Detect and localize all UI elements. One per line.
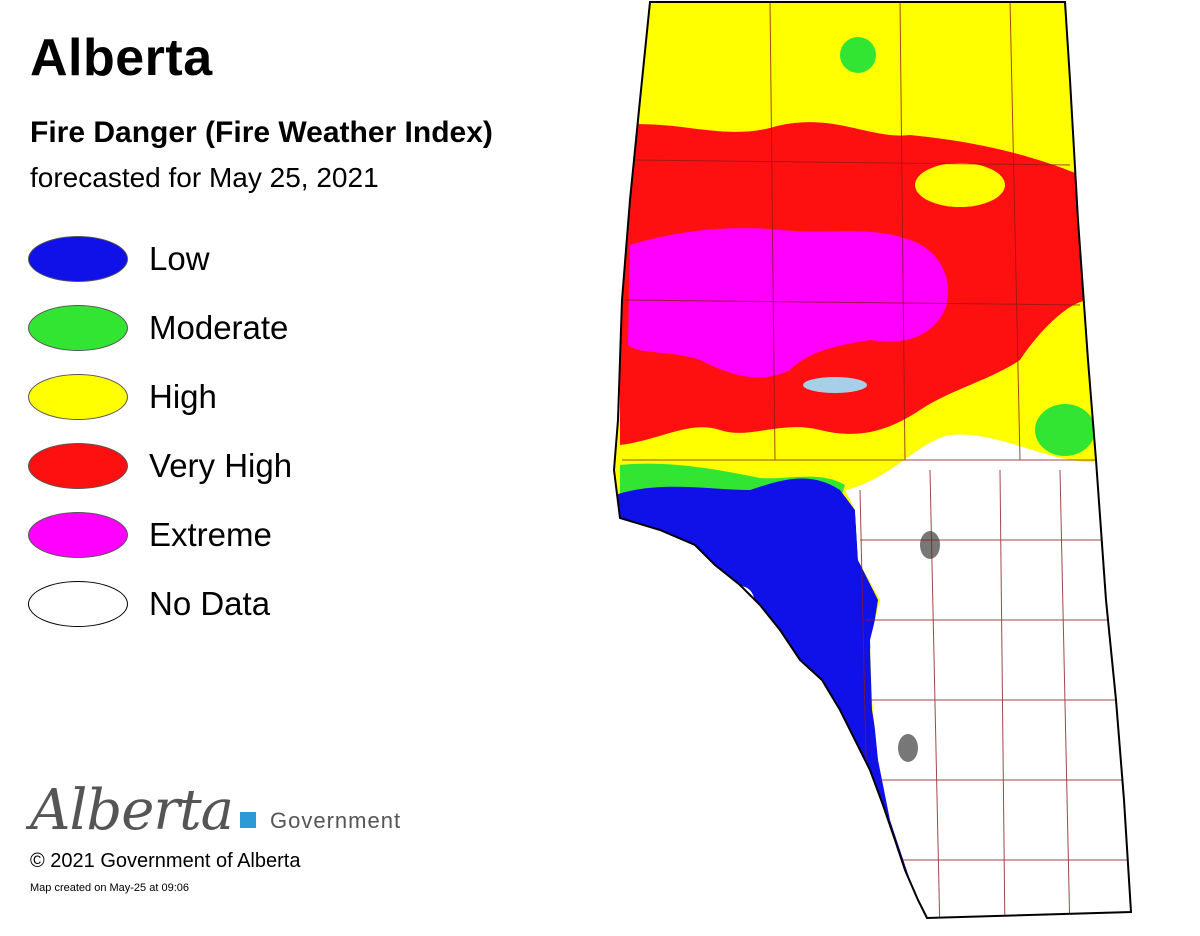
alberta-government-logo: Alberta Government — [30, 778, 430, 848]
region-moderate-east — [1035, 404, 1095, 456]
legend-item-low: Low — [28, 236, 348, 286]
legend-swatch-no-data — [28, 581, 128, 627]
city-calgary — [898, 734, 918, 762]
alberta-border — [612, 0, 1133, 920]
forecast-date: forecasted for May 25, 2021 — [30, 162, 379, 193]
boundaries — [622, 2, 1131, 918]
legend-swatch-moderate — [28, 305, 128, 351]
legend-label-extreme: Extreme — [149, 516, 272, 553]
city-edmonton — [920, 531, 940, 559]
logo-square-icon — [240, 812, 256, 828]
legend-label-moderate: Moderate — [149, 309, 289, 346]
map-subtitle: Fire Danger (Fire Weather Index) — [30, 116, 493, 149]
legend-swatch-very-high — [28, 443, 128, 489]
logo-government-text: Government — [270, 808, 402, 833]
no-data-patch-west — [726, 586, 754, 614]
legend-label-low: Low — [149, 240, 210, 277]
legend-swatch-high — [28, 374, 128, 420]
legend-item-very-high: Very High — [28, 443, 348, 493]
legend-label-high: High — [149, 378, 217, 415]
logo-script: Alberta — [30, 778, 234, 843]
fire-danger-regions — [614, 2, 1131, 918]
region-moderate-north — [840, 37, 876, 73]
legend-item-moderate: Moderate — [28, 305, 348, 355]
map-title: Alberta — [30, 29, 213, 87]
map-created-note: Map created on May-25 at 09:06 — [30, 882, 189, 894]
alberta-fire-danger-map — [612, 0, 1133, 920]
legend-item-extreme: Extreme — [28, 512, 348, 562]
region-no-data — [845, 434, 1131, 918]
region-high-pocket — [915, 163, 1005, 207]
legend-label-very-high: Very High — [149, 447, 293, 484]
region-extreme — [628, 228, 949, 378]
lake-lesser-slave — [803, 377, 867, 393]
legend-label-no-data: No Data — [149, 585, 271, 622]
legend-swatch-extreme — [28, 512, 128, 558]
legend-item-high: High — [28, 374, 348, 424]
copyright: © 2021 Government of Alberta — [30, 850, 301, 872]
legend-item-no-data: No Data — [28, 581, 348, 631]
legend-swatch-low — [28, 236, 128, 282]
